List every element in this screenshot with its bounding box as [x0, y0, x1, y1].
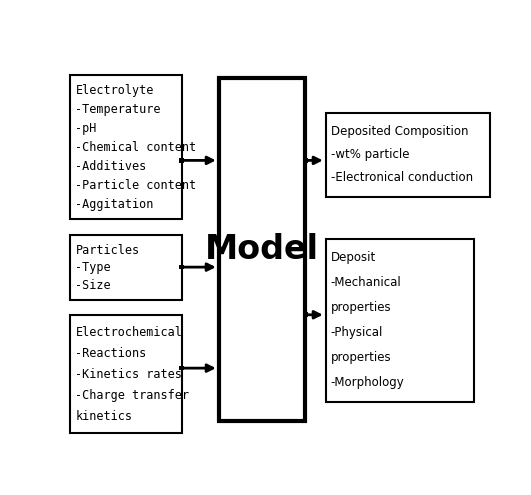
Bar	[179, 158, 184, 163]
Text: Particles: Particles	[75, 244, 140, 257]
Bar	[303, 312, 307, 317]
Text: properties: properties	[331, 351, 391, 364]
Bar	[71, 75, 182, 219]
Text: -Electronical conduction: -Electronical conduction	[331, 171, 473, 185]
Text: -Type: -Type	[75, 261, 111, 274]
Text: Electrolyte: Electrolyte	[75, 85, 154, 98]
Text: -Reactions: -Reactions	[75, 346, 147, 360]
Bar	[326, 239, 474, 402]
Text: -Aggitation: -Aggitation	[75, 198, 154, 211]
Bar	[179, 366, 184, 370]
Bar	[71, 315, 182, 433]
Text: -Temperature: -Temperature	[75, 103, 161, 116]
Text: -Morphology: -Morphology	[331, 376, 404, 389]
Text: Deposit: Deposit	[331, 251, 376, 264]
Bar	[326, 113, 490, 197]
Text: -Additives: -Additives	[75, 160, 147, 173]
Text: -pH: -pH	[75, 122, 97, 135]
Text: properties: properties	[331, 301, 391, 314]
Text: kinetics: kinetics	[75, 410, 132, 423]
Bar	[71, 235, 182, 299]
Text: -Charge transfer: -Charge transfer	[75, 389, 190, 401]
Text: Deposited Composition: Deposited Composition	[331, 125, 468, 138]
Text: Electrochemical: Electrochemical	[75, 326, 182, 339]
Text: -Size: -Size	[75, 279, 111, 292]
Bar	[303, 158, 307, 163]
Text: -Mechanical: -Mechanical	[331, 276, 401, 289]
Text: -Kinetics rates: -Kinetics rates	[75, 368, 182, 381]
Bar	[179, 265, 184, 269]
Text: -Physical: -Physical	[331, 326, 383, 339]
Text: -wt% particle: -wt% particle	[331, 148, 409, 161]
Text: -Chemical content: -Chemical content	[75, 141, 196, 154]
Text: Model: Model	[205, 234, 319, 266]
Bar	[219, 78, 305, 422]
Text: -Particle content: -Particle content	[75, 179, 196, 192]
